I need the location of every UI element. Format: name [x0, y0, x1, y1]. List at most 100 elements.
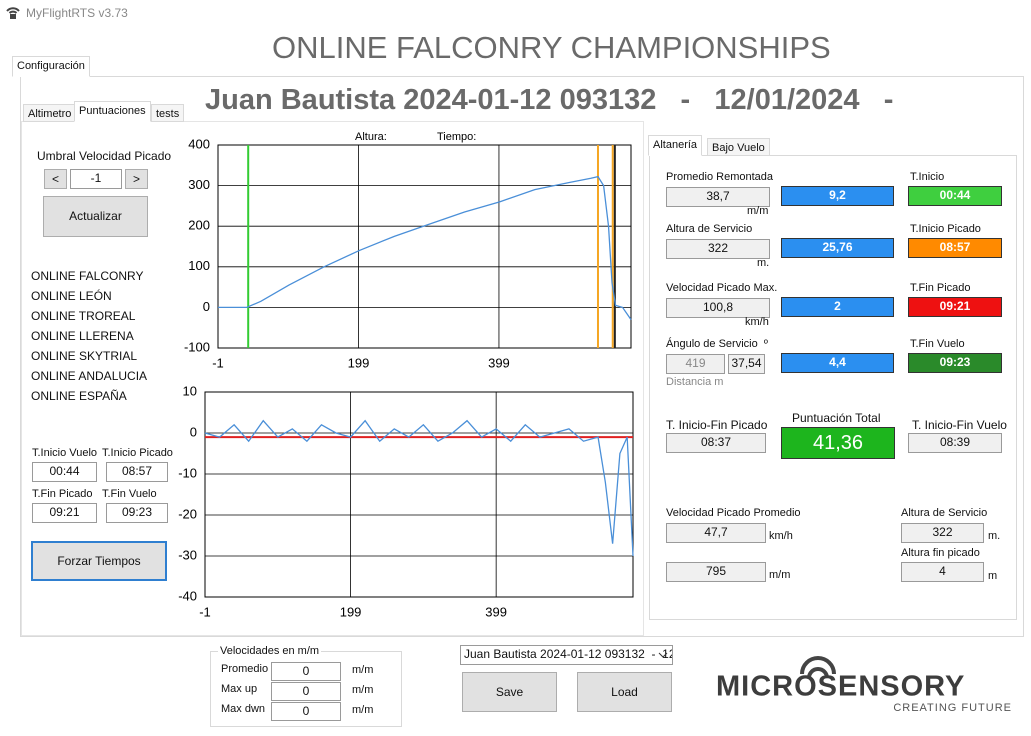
avg-dive-label: Velocidad Picado Promedio — [666, 507, 801, 519]
score: 9,2 — [781, 186, 894, 206]
total-score: 41,36 — [781, 427, 895, 459]
score: 4,4 — [781, 353, 894, 373]
score: 2 — [781, 297, 894, 317]
row-label: Ángulo de Servicio º — [666, 338, 768, 350]
main-title: ONLINE FALCONRY CHAMPIONSHIPS — [272, 30, 831, 65]
force-times-button[interactable]: Forzar Tiempos — [31, 541, 167, 581]
row-unit: m. — [757, 257, 770, 269]
threshold-input[interactable]: -1 — [70, 169, 122, 189]
y-tick-label: 10 — [183, 383, 197, 398]
speeds-title: Velocidades en m/m — [218, 645, 322, 657]
session-header: Juan Bautista 2024-01-12 093132 - 12/01/… — [205, 84, 894, 116]
logo: MICROSENSORY CREATING FUTURE — [716, 656, 1012, 714]
tab[interactable]: Configuración — [12, 56, 90, 77]
sub-tab-active[interactable]: Puntuaciones — [74, 101, 151, 122]
sub-tab[interactable]: tests — [151, 104, 185, 122]
x-tick-label: -1 — [212, 355, 224, 370]
time-label: T.Fin Picado — [32, 488, 93, 500]
end-alt-label: Altura fin picado — [901, 547, 980, 559]
right-tab[interactable]: Bajo Vuelo — [707, 138, 770, 156]
total-label: Puntuación Total — [792, 411, 881, 425]
flight-duration: 08:39 — [908, 433, 1002, 453]
row-unit: km/h — [745, 316, 769, 328]
time-label: T.Inicio — [910, 171, 945, 183]
chart-header-label: Altura: — [355, 131, 387, 143]
time-value: 09:21 — [908, 297, 1002, 317]
logo-name: MICROSENSORY — [716, 671, 965, 703]
time-label: T.Inicio Picado — [102, 447, 173, 459]
next-button[interactable]: > — [125, 169, 148, 189]
time-value: 09:23 — [106, 503, 168, 523]
y-tick-label: 100 — [188, 258, 210, 273]
competition[interactable]: ONLINE ANDALUCIA — [31, 369, 148, 383]
unit: m. — [988, 530, 1001, 542]
dropdown-arrow — [658, 652, 668, 658]
time-label: T.Fin Picado — [910, 282, 971, 294]
speed-label: Promedio — [221, 663, 269, 675]
time-label: T.Inicio Picado — [910, 223, 981, 235]
unit: m — [988, 570, 998, 582]
speed-label: Max up — [221, 683, 258, 695]
y-tick-label: 300 — [188, 177, 210, 192]
climb: 795 — [666, 562, 766, 582]
speed-value: 0 — [271, 682, 341, 701]
time-value: 09:21 — [32, 503, 97, 523]
load-button[interactable]: Load — [577, 672, 672, 712]
competition[interactable]: ONLINE SKYTRIAL — [31, 349, 138, 363]
row-value: 100,8 — [666, 298, 770, 318]
y-tick-label: -30 — [178, 547, 197, 562]
y-tick-label: 400 — [188, 136, 210, 151]
flight-duration-label: T. Inicio-Fin Vuelo — [912, 418, 1007, 432]
competition[interactable]: ONLINE LEÓN — [31, 289, 112, 303]
unit: km/h — [769, 530, 793, 542]
end-alt: 4 — [901, 562, 984, 582]
y-tick-label: -10 — [178, 465, 197, 480]
y-tick-label: 0 — [190, 424, 197, 439]
x-tick-label: -1 — [199, 604, 211, 619]
y-tick-label: 200 — [188, 218, 210, 233]
y-tick-label: -100 — [184, 339, 210, 354]
save-button[interactable]: Save — [462, 672, 557, 712]
row-value: 322 — [666, 239, 770, 259]
speed-label: Max dwn — [221, 703, 266, 715]
update-button[interactable]: Actualizar — [43, 196, 148, 237]
data-line — [218, 175, 632, 320]
competition[interactable]: ONLINE FALCONRY — [31, 269, 144, 283]
config-panel — [20, 76, 1024, 637]
logo-tagline: CREATING FUTURE — [893, 702, 1012, 714]
service-alt-label: Altura de Servicio — [901, 507, 988, 519]
x-tick-label: 399 — [485, 604, 507, 619]
right-panel — [649, 155, 1017, 620]
competition[interactable]: ONLINE ESPAÑA — [31, 389, 127, 403]
plot-area — [204, 391, 634, 598]
competition[interactable]: ONLINE TROREAL — [31, 309, 136, 323]
row-unit: m/m — [747, 205, 769, 217]
x-tick-label: 199 — [340, 604, 362, 619]
time-label: T.Fin Vuelo — [910, 338, 965, 350]
speed-unit: m/m — [352, 664, 374, 676]
time-label: T.Fin Vuelo — [102, 488, 157, 500]
scores-panel — [21, 121, 644, 636]
y-tick-label: -40 — [178, 588, 197, 603]
service-alt: 322 — [901, 523, 984, 543]
distance: 419 — [666, 354, 725, 374]
right-tab-active[interactable]: Altanería — [648, 135, 703, 156]
competition[interactable]: ONLINE LLERENA — [31, 329, 134, 343]
threshold-label: Umbral Velocidad Picado — [37, 149, 172, 163]
time-value: 00:44 — [32, 462, 97, 482]
session-select[interactable]: Juan Bautista 2024-01-12 093132 - 12 — [460, 645, 673, 665]
speed-unit: m/m — [352, 704, 374, 716]
app-icon — [6, 7, 20, 19]
x-tick-label: 399 — [488, 355, 510, 370]
speed-value: 0 — [271, 662, 341, 681]
dive-duration-label: T. Inicio-Fin Picado — [666, 418, 768, 432]
prev-button[interactable]: < — [44, 169, 67, 189]
y-tick-label: 0 — [203, 299, 210, 314]
time-label: T.Inicio Vuelo — [32, 447, 98, 459]
sub-tab[interactable]: Altimetro — [23, 104, 77, 122]
row-label: Promedio Remontada — [666, 171, 774, 183]
row-unit: Distancia m — [666, 376, 724, 388]
row-value: 37,54 — [728, 354, 765, 374]
